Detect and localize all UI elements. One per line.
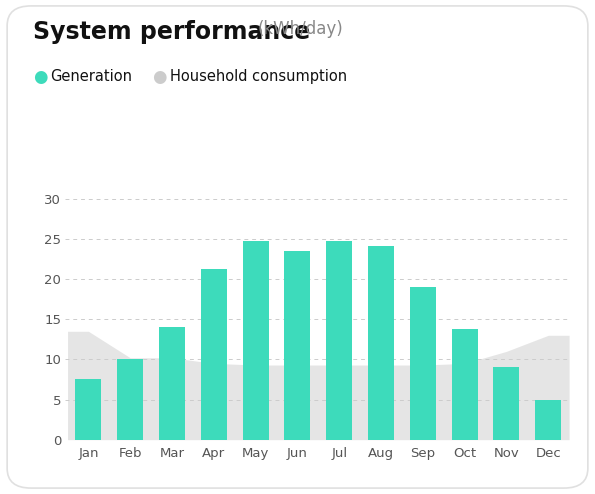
Bar — [368, 246, 394, 440]
Bar — [117, 359, 143, 440]
Text: Household consumption: Household consumption — [170, 69, 347, 84]
Bar — [452, 329, 478, 440]
Bar — [243, 241, 268, 440]
Text: ●: ● — [152, 68, 166, 85]
Text: ●: ● — [33, 68, 47, 85]
Bar — [201, 269, 227, 440]
Bar — [410, 287, 436, 440]
Bar — [159, 328, 185, 440]
Bar — [284, 251, 311, 440]
Bar — [326, 241, 352, 440]
Bar — [536, 400, 561, 440]
Bar — [493, 368, 519, 440]
Text: System performance: System performance — [33, 20, 310, 44]
Text: (kWh/day): (kWh/day) — [258, 20, 343, 38]
Text: Generation: Generation — [51, 69, 133, 84]
Bar — [76, 379, 101, 440]
